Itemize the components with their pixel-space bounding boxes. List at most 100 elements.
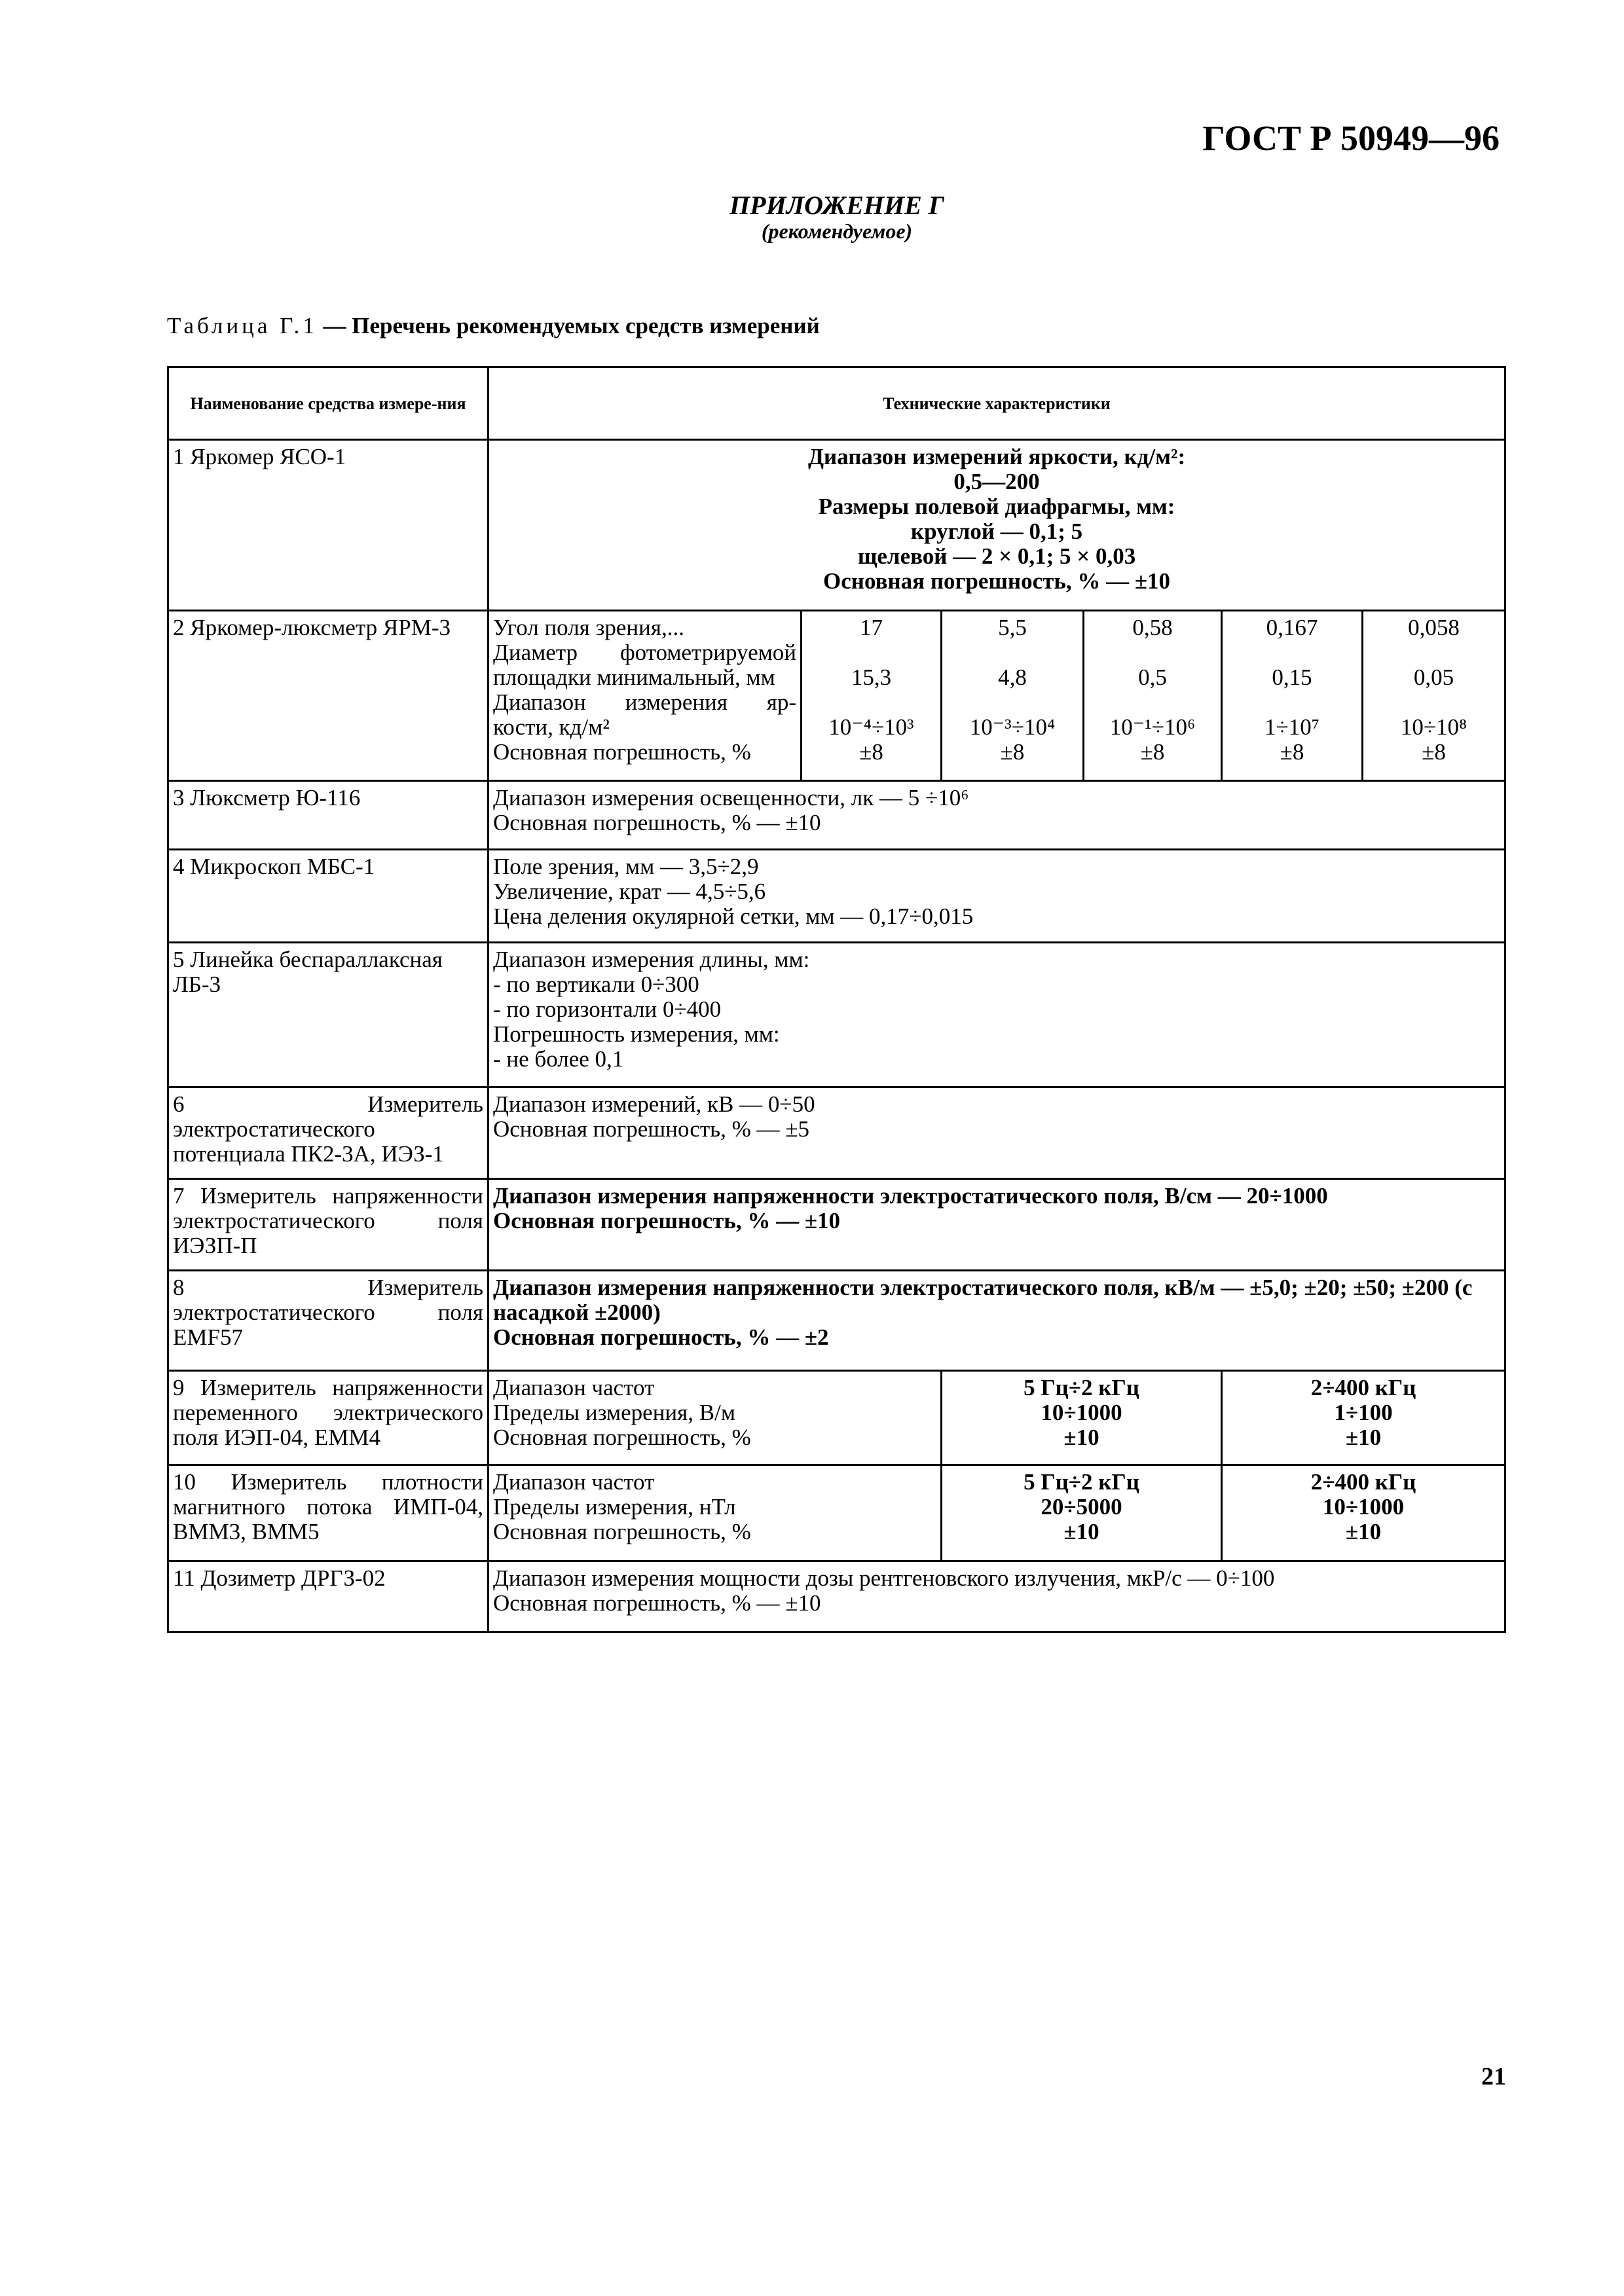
text-line: Основная погрешность, % — ±10 [823,568,1171,594]
text-line: - по горизонтали 0÷400 [493,996,722,1022]
text-line: Основная погрешность, % [493,1519,751,1544]
table-row: 10 Измеритель плотности магнитного поток… [167,1464,1507,1562]
instrument-name: 2 Яркомер-люксметр ЯРМ-3 [167,610,489,782]
instrument-name: 10 Измеритель плотности магнитного поток… [167,1464,489,1562]
value-diameter: 0,5 [1138,665,1167,690]
text-line: - по вертикали 0÷300 [493,972,699,997]
spacer [946,640,1079,665]
text-line: 2÷400 кГц [1310,1469,1416,1495]
spacer [1227,640,1357,665]
label-line: Диапазон измерения яр- [493,689,796,715]
mode-column: 0,167 0,15 1÷10⁷ ±8 [1221,610,1363,782]
spacer [806,690,936,715]
value-range: 10⁻³÷10⁴ [969,714,1056,740]
instrument-name: 3 Люксметр Ю-116 [167,780,489,850]
range-column: 5 Гц÷2 кГц 20÷5000 ±10 [940,1464,1223,1562]
text-line: Размеры полевой диафрагмы, мм: [818,494,1175,519]
text-line: 10÷1000 [1041,1400,1122,1425]
value-error: ±8 [1000,739,1025,765]
characteristics: Диапазон измерения длины, мм: - по вертик… [487,941,1507,1088]
text-line: Погрешность измерения, мм: [493,1021,780,1047]
value-angle: 0,167 [1266,615,1318,640]
text-line: Основная погрешность, % — ±2 [493,1324,829,1350]
spacer [1088,640,1217,665]
table-row: 7 Измеритель напряженности электростатич… [167,1178,1507,1271]
value-diameter: 0,15 [1272,665,1312,690]
characteristics-labels: Диапазон частот Пределы измерения, нТл Осн… [487,1464,942,1562]
text-line: ±10 [1063,1425,1099,1450]
instrument-name: 4 Микроскоп МБС-1 [167,848,489,943]
text-line: 2÷400 кГц [1310,1375,1416,1400]
text-line: 10÷1000 [1322,1494,1405,1520]
text-line: Основная погрешность, % — ±10 [493,1590,821,1616]
mode-column: 0,58 0,5 10⁻¹÷10⁶ ±8 [1082,610,1223,782]
text-line: Основная погрешность, % [493,1425,751,1450]
appendix-title: ПРИЛОЖЕНИЕ Г [729,191,944,220]
text-line: Основная погрешность, % — ±5 [493,1116,810,1142]
table-row: 4 Микроскоп МБС-1 Поле зрения, мм — 3,5÷… [167,848,1507,943]
value-range: 10⁻⁴÷10³ [828,714,914,740]
value-diameter: 0,05 [1413,665,1454,690]
text-line: ±10 [1063,1519,1099,1544]
value-range: 10⁻¹÷10⁶ [1109,714,1196,740]
text-line: Диапазон измерения длины, мм: [493,947,810,972]
appendix-subtitle: (рекомендуемое) [761,219,913,243]
instrument-name: 1 Яркомер ЯСО-1 [167,439,489,611]
text-line: Основная погрешность, % — ±10 [493,810,821,835]
text-line: Диапазон измерения напряженности электро… [493,1183,1328,1209]
value-diameter: 15,3 [851,665,892,690]
page-number: 21 [1481,2063,1506,2090]
spacer [1088,690,1217,715]
text-line: Пределы измерения, нТл [493,1494,736,1520]
instrument-name: 7 Измеритель напряженности электростатич… [167,1178,489,1271]
text-line: - не более 0,1 [493,1046,624,1072]
characteristics: Диапазон измерения напряженности электро… [487,1269,1507,1372]
instrument-name: 6 Измеритель электростатического потенци… [167,1086,489,1180]
label-line: Основная погрешность, % [493,739,751,765]
text-line: Увеличение, крат — 4,5÷5,6 [493,879,766,904]
value-angle: 0,58 [1132,615,1173,640]
table-header-row: Наименование средства измере-ния Техниче… [167,366,1507,441]
text-line: Пределы измерения, В/м [493,1400,735,1425]
text-line: 0,5—200 [953,469,1040,494]
characteristics: Поле зрения, мм — 3,5÷2,9 Увеличение, кра… [487,848,1507,943]
value-error: ±8 [859,739,883,765]
table-row: 1 Яркомер ЯСО-1 Диапазон измерений яркос… [167,439,1507,611]
header-instrument-name: Наименование средства измере-ния [167,366,489,441]
label-line: кости, кд/м² [493,714,610,740]
mode-column: 17 15,3 10⁻⁴÷10³ ±8 [800,610,942,782]
characteristics: Диапазон измерения мощности дозы рентген… [487,1560,1507,1633]
table-row: 2 Яркомер-люксметр ЯРМ-3 Угол поля зрени… [167,610,1507,782]
value-angle: 0,058 [1408,615,1460,640]
instrument-name: 5 Линейка беспараллаксная ЛБ-3 [167,941,489,1088]
label-line: Угол поля зрения,... [493,615,684,640]
table-caption-label: Таблица Г.1 [167,313,318,338]
mode-column: 5,5 4,8 10⁻³÷10⁴ ±8 [940,610,1084,782]
text-line: Диапазон измерения напряженности электро… [493,1275,1473,1325]
instruments-table: Наименование средства измере-ния Техниче… [167,366,1507,1633]
range-column: 2÷400 кГц 1÷100 ±10 [1220,1370,1507,1466]
text-line: ±10 [1345,1425,1382,1450]
table-row: 6 Измеритель электростатического потенци… [167,1086,1507,1180]
instrument-name: 11 Дозиметр ДРГЗ-02 [167,1560,489,1633]
table-caption-text: — Перечень рекомендуемых средств измерен… [317,313,820,338]
table-caption: Таблица Г.1 — Перечень рекомендуемых сре… [167,313,820,339]
mode-column: 0,058 0,05 10÷10⁸ ±8 [1361,610,1507,782]
header-characteristics: Технические характеристики [487,366,1507,441]
text-line: Поле зрения, мм — 3,5÷2,9 [493,854,759,879]
value-angle: 5,5 [998,615,1027,640]
spacer [1227,690,1357,715]
characteristics-labels: Диапазон частот Пределы измерения, В/м Осн… [487,1370,942,1466]
text-line: ±10 [1345,1519,1382,1544]
value-error: ±8 [1140,739,1165,765]
text-line: Цена деления окулярной сетки, мм — 0,17÷… [493,903,974,929]
instrument-name: 8 Измеритель электростатического поля EM… [167,1269,489,1372]
value-diameter: 4,8 [998,665,1027,690]
text-line: 1÷100 [1334,1400,1393,1425]
table-row: 11 Дозиметр ДРГЗ-02 Диапазон измерения м… [167,1560,1507,1633]
characteristics: Диапазон измерений, кВ — 0÷50 Основная по… [487,1086,1507,1180]
table-row: 9 Измеритель напряженности переменного э… [167,1370,1507,1466]
spacer [1367,640,1500,665]
instrument-name: 9 Измеритель напряженности переменного э… [167,1370,489,1466]
range-column: 5 Гц÷2 кГц 10÷1000 ±10 [940,1370,1223,1466]
